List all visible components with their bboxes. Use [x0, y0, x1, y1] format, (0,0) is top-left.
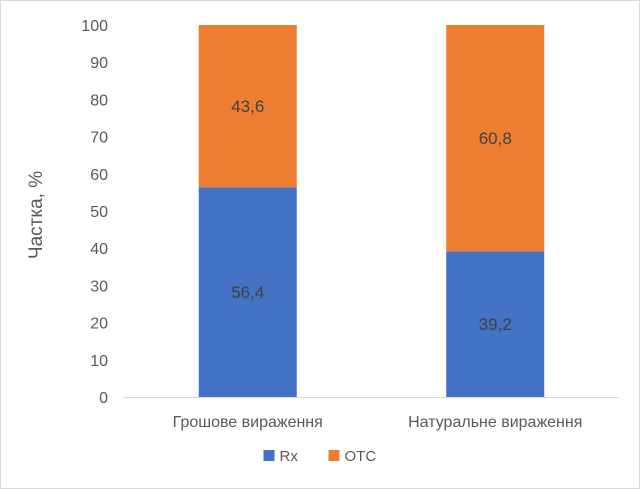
data-label: 56,4: [231, 283, 264, 302]
y-tick-label: 50: [90, 204, 108, 221]
data-label: 39,2: [479, 315, 512, 334]
legend-swatch: [263, 450, 275, 461]
bar-segment-отс: [446, 25, 545, 252]
bar-segment-rx: [446, 251, 545, 397]
y-tick-label: 100: [81, 18, 108, 35]
category-label: Грошове вираження: [173, 414, 323, 431]
data-label: 60,8: [479, 129, 512, 148]
legend-label: Rx: [280, 448, 299, 465]
y-tick-label: 60: [90, 167, 108, 184]
y-tick-label: 10: [90, 353, 108, 370]
y-tick-label: 40: [90, 241, 108, 258]
y-tick-label: 80: [90, 92, 108, 109]
y-axis-title: Частка, %: [26, 171, 47, 259]
bar-segment-rx: [198, 187, 297, 397]
y-tick-label: 0: [99, 390, 108, 407]
y-tick-label: 20: [90, 316, 108, 333]
bar-segment-отс: [198, 25, 297, 188]
legend-label: ОТС: [345, 448, 377, 465]
y-tick-label: 90: [90, 55, 108, 72]
y-tick-label: 70: [90, 130, 108, 147]
legend-swatch: [328, 450, 340, 461]
data-label: 43,6: [231, 97, 264, 116]
category-label: Натуральне вираження: [408, 414, 582, 431]
y-tick-label: 30: [90, 278, 108, 295]
